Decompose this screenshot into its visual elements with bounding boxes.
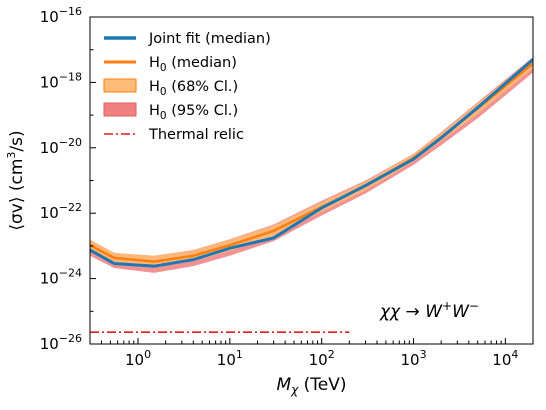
y-axis-label: ⟨σv⟩ (cm3/s)	[5, 130, 27, 230]
x-tick-label: 103	[400, 348, 426, 369]
legend-label: H0 (68% Cl.)	[149, 79, 238, 98]
x-axis-label: Mχ (TeV)	[276, 375, 346, 397]
legend-entry-relic: Thermal relic	[104, 127, 244, 143]
process-annotation: χχ → W+W−	[379, 299, 479, 322]
joint-fit-line	[90, 58, 533, 268]
x-tick-label: 101	[217, 348, 243, 369]
legend-entry-band68: H0 (68% Cl.)	[103, 78, 238, 98]
y-tick-label: 10−16	[40, 5, 82, 26]
legend-label: Joint fit (median)	[148, 31, 271, 47]
legend-label: H0 (95% Cl.)	[149, 103, 238, 122]
y-tick-label: 10−22	[40, 201, 82, 222]
y-tick-label: 10−24	[40, 267, 82, 288]
legend-entry-median: H0 (median)	[104, 55, 237, 74]
x-tick-label: 100	[125, 348, 151, 369]
y-tick-label: 10−18	[40, 70, 82, 91]
axis-ticks	[89, 16, 534, 345]
data-lines	[90, 58, 533, 333]
legend-swatch	[103, 102, 137, 117]
legend-entry-band95: H0 (95% Cl.)	[103, 102, 238, 122]
legend: Joint fit (median) H0 (median) H0 (68% Cl.…	[103, 31, 271, 143]
legend-entry-joint: Joint fit (median)	[104, 31, 271, 47]
y-tick-label: 10−26	[40, 332, 82, 353]
y-tick-label: 10−20	[40, 136, 82, 157]
legend-label: Thermal relic	[148, 127, 244, 143]
x-tick-label: 102	[309, 348, 335, 369]
tick-labels: 100 101 102 103 104 10−26 10−24 10−22 10−20 10−18…	[40, 5, 519, 369]
legend-label: H0 (median)	[149, 55, 237, 74]
legend-swatch	[103, 78, 137, 93]
x-tick-label: 104	[492, 348, 518, 369]
